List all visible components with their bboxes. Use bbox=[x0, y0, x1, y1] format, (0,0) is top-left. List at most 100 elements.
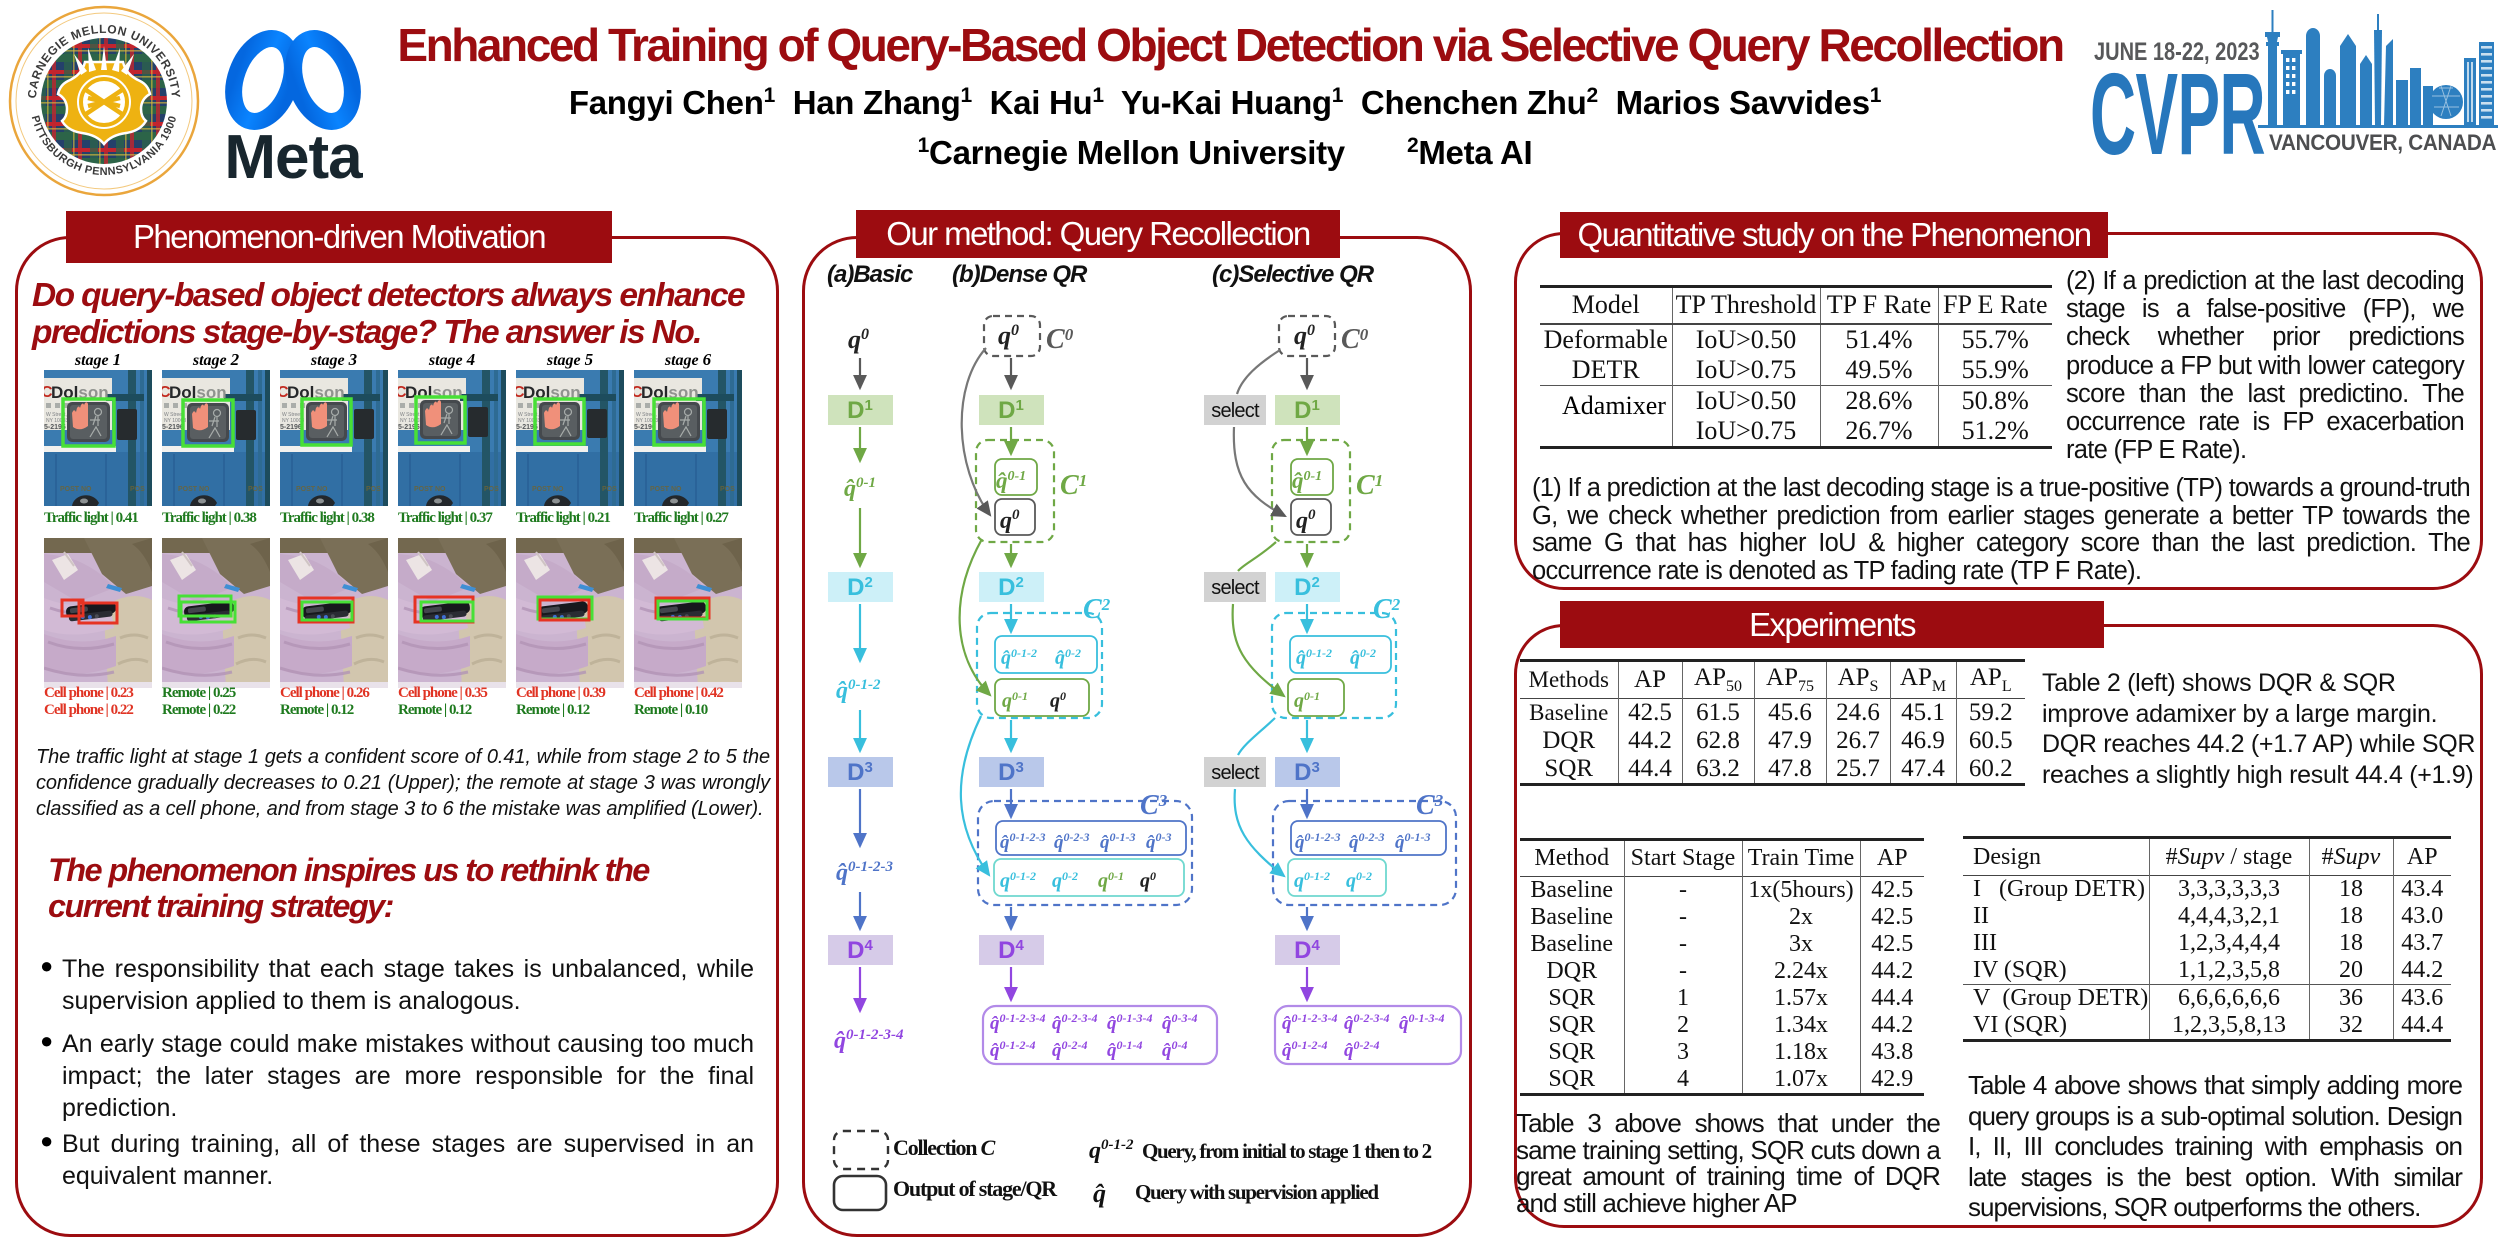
svg-text:q0-1: q0-1 bbox=[1098, 869, 1124, 892]
svg-text:Query, from initial to stage 1: Query, from initial to stage 1 then to 2 bbox=[1142, 1139, 1432, 1163]
svg-text:q0: q0 bbox=[848, 325, 869, 354]
svg-text:W Street,: W Street, bbox=[400, 412, 421, 418]
svg-text:q̂0-1: q̂0-1 bbox=[844, 475, 876, 502]
svg-text:C: C bbox=[280, 384, 289, 401]
svg-text:q0-1-2: q0-1-2 bbox=[1089, 1137, 1134, 1164]
svg-text:POS: POS bbox=[366, 486, 381, 493]
svg-text:5-2196: 5-2196 bbox=[44, 424, 66, 431]
svg-text:Meta: Meta bbox=[224, 123, 363, 186]
svg-text:NY 10003: NY 10003 bbox=[636, 418, 658, 424]
svg-text:q0-1-2: q0-1-2 bbox=[1294, 869, 1330, 892]
svg-text:q̂0-1-2-3-4: q̂0-1-2-3-4 bbox=[990, 1011, 1045, 1034]
svg-text:q0: q0 bbox=[1294, 321, 1315, 350]
svg-text:q̂0-1-2-3-4: q̂0-1-2-3-4 bbox=[834, 1027, 904, 1054]
svg-text:q̂0-1-2-4: q̂0-1-2-4 bbox=[990, 1038, 1036, 1061]
svg-text:5-2196: 5-2196 bbox=[280, 424, 302, 431]
svg-text:q̂0-1-2: q̂0-1-2 bbox=[1001, 646, 1037, 669]
svg-text:q̂0-2-3-4: q̂0-2-3-4 bbox=[1052, 1011, 1098, 1034]
svg-text:Dolson: Dolson bbox=[169, 383, 227, 402]
svg-text:q̂0-2-3: q̂0-2-3 bbox=[1054, 830, 1090, 853]
svg-text:C2: C2 bbox=[1373, 594, 1401, 625]
svg-text:C: C bbox=[634, 384, 643, 401]
svg-text:(c)Selective QR: (c)Selective QR bbox=[1212, 261, 1375, 288]
svg-text:C3: C3 bbox=[1416, 790, 1444, 821]
svg-text:(b)Dense QR: (b)Dense QR bbox=[952, 261, 1088, 288]
svg-text:q0-2: q0-2 bbox=[1052, 869, 1078, 892]
svg-text:q̂0-2-4: q̂0-2-4 bbox=[1052, 1038, 1088, 1061]
svg-text:W Street,: W Street, bbox=[518, 412, 539, 418]
svg-text:q0-1-2: q0-1-2 bbox=[1000, 869, 1036, 892]
svg-text:q0: q0 bbox=[1050, 689, 1066, 712]
svg-text:POST NO: POST NO bbox=[60, 486, 92, 493]
svg-text:q̂0-1-2-3: q̂0-1-2-3 bbox=[836, 859, 893, 886]
svg-text:q̂0-1-2: q̂0-1-2 bbox=[836, 677, 881, 704]
svg-text:q̂0-1-3: q̂0-1-3 bbox=[1395, 830, 1431, 853]
svg-text:C0: C0 bbox=[1046, 324, 1074, 355]
svg-text:q̂0-1: q̂0-1 bbox=[996, 468, 1026, 493]
svg-text:q0: q0 bbox=[1296, 507, 1316, 534]
svg-text:select: select bbox=[1211, 577, 1260, 599]
svg-text:NY 10003: NY 10003 bbox=[282, 418, 304, 424]
svg-text:5-2196: 5-2196 bbox=[634, 424, 656, 431]
svg-text:q̂0-1-2-4: q̂0-1-2-4 bbox=[1282, 1038, 1328, 1061]
svg-text:q̂0-3: q̂0-3 bbox=[1146, 830, 1172, 853]
svg-text:C0: C0 bbox=[1341, 324, 1369, 355]
svg-text:POST NO: POST NO bbox=[178, 486, 210, 493]
svg-text:C: C bbox=[398, 384, 407, 401]
svg-text:W Street,: W Street, bbox=[164, 412, 185, 418]
svg-text:q̂0-1-2-3-4: q̂0-1-2-3-4 bbox=[1282, 1011, 1337, 1034]
svg-text:q0: q0 bbox=[1000, 507, 1020, 534]
svg-text:Dolson: Dolson bbox=[405, 383, 463, 402]
svg-text:W Street,: W Street, bbox=[282, 412, 303, 418]
svg-text:q̂0-2: q̂0-2 bbox=[1055, 646, 1081, 669]
svg-text:POST NO: POST NO bbox=[532, 486, 564, 493]
svg-text:q̂0-4: q̂0-4 bbox=[1162, 1038, 1188, 1061]
svg-text:Query with supervision applied: Query with supervision applied bbox=[1135, 1180, 1379, 1204]
svg-text:q̂0-1-2-3: q̂0-1-2-3 bbox=[1295, 830, 1341, 853]
svg-text:q0: q0 bbox=[1140, 869, 1156, 892]
svg-text:POS: POS bbox=[484, 486, 499, 493]
svg-text:POS: POS bbox=[602, 486, 617, 493]
svg-text:NY 10003: NY 10003 bbox=[46, 418, 68, 424]
svg-text:POS: POS bbox=[130, 486, 145, 493]
svg-text:W Street,: W Street, bbox=[46, 412, 67, 418]
svg-text:q̂0-1-3: q̂0-1-3 bbox=[1100, 830, 1136, 853]
svg-text:q0-1: q0-1 bbox=[1002, 689, 1028, 712]
svg-text:NY 10003: NY 10003 bbox=[518, 418, 540, 424]
svg-text:(a)Basic: (a)Basic bbox=[827, 261, 913, 288]
svg-text:POS: POS bbox=[248, 486, 263, 493]
svg-text:C1: C1 bbox=[1060, 470, 1087, 501]
svg-text:q̂0-1-4: q̂0-1-4 bbox=[1107, 1038, 1143, 1061]
svg-text:q̂0-1: q̂0-1 bbox=[1292, 468, 1322, 493]
svg-text:q̂0-1-2: q̂0-1-2 bbox=[1296, 646, 1332, 669]
svg-text:C: C bbox=[516, 384, 525, 401]
svg-text:NY 10003: NY 10003 bbox=[400, 418, 422, 424]
svg-text:C1: C1 bbox=[1356, 470, 1383, 501]
svg-text:Collection C: Collection C bbox=[893, 1135, 996, 1160]
svg-text:q0-1: q0-1 bbox=[1294, 689, 1320, 712]
svg-text:select: select bbox=[1211, 762, 1260, 784]
svg-text:q̂0-3-4: q̂0-3-4 bbox=[1162, 1011, 1198, 1034]
svg-text:POST NO: POST NO bbox=[650, 486, 682, 493]
svg-text:q̂0-2: q̂0-2 bbox=[1350, 646, 1376, 669]
svg-text:q̂0-1-3-4: q̂0-1-3-4 bbox=[1399, 1011, 1445, 1034]
svg-text:q0-2: q0-2 bbox=[1346, 869, 1372, 892]
svg-text:POST NO: POST NO bbox=[296, 486, 328, 493]
svg-text:q0: q0 bbox=[998, 321, 1019, 350]
svg-text:q̂: q̂ bbox=[1093, 1179, 1106, 1208]
svg-text:C3: C3 bbox=[1140, 790, 1168, 821]
svg-text:POST NO: POST NO bbox=[414, 486, 446, 493]
svg-text:q̂0-2-3: q̂0-2-3 bbox=[1349, 830, 1385, 853]
svg-text:5-2196: 5-2196 bbox=[398, 424, 420, 431]
svg-text:5-2196: 5-2196 bbox=[162, 424, 184, 431]
svg-text:NY 10003: NY 10003 bbox=[164, 418, 186, 424]
svg-text:C: C bbox=[44, 384, 53, 401]
svg-text:q̂0-1-2-3: q̂0-1-2-3 bbox=[1000, 830, 1046, 853]
svg-text:q̂0-1-3-4: q̂0-1-3-4 bbox=[1107, 1011, 1153, 1034]
svg-text:select: select bbox=[1211, 400, 1260, 422]
svg-text:Output of stage/QR: Output of stage/QR bbox=[893, 1176, 1058, 1201]
svg-text:POS: POS bbox=[720, 486, 735, 493]
svg-text:C2: C2 bbox=[1083, 594, 1111, 625]
svg-text:q̂0-2-3-4: q̂0-2-3-4 bbox=[1344, 1011, 1390, 1034]
svg-text:W Street,: W Street, bbox=[636, 412, 657, 418]
